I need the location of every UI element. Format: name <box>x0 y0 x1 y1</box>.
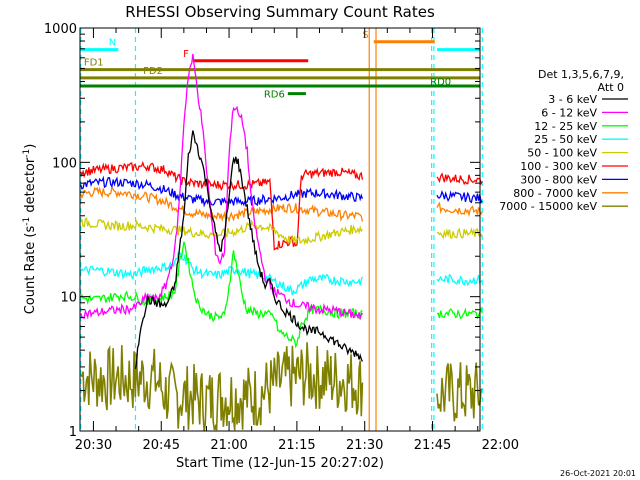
y-tick-label: 100 <box>52 156 77 171</box>
generation-timestamp: 26-Oct-2021 20:01 <box>560 469 636 478</box>
y-tick-label: 10 <box>60 291 77 306</box>
y-axis-label-part: Count Rate (s <box>23 226 38 315</box>
y-tick-label: 1000 <box>44 22 77 37</box>
x-tick-label: 21:30 <box>346 438 383 453</box>
legend-entry-label: 800 - 7000 keV <box>513 187 597 200</box>
legend-entry-label: 12 - 25 keV <box>534 120 597 133</box>
series-line <box>80 217 483 246</box>
y-axis-label-part: -1 <box>22 149 32 158</box>
series-line <box>80 53 363 321</box>
legend-entry-label: 300 - 800 keV <box>520 173 597 186</box>
y-axis-label-part: -1 <box>22 217 32 226</box>
flag-label: RD0 <box>430 77 451 88</box>
y-tick-label: 1 <box>69 425 77 440</box>
flag-label: FD2 <box>143 66 163 77</box>
legend-entry-label: 6 - 12 keV <box>541 106 597 119</box>
legend-entry-label: 100 - 300 keV <box>520 160 597 173</box>
series-line <box>80 160 483 251</box>
series-line <box>80 175 483 208</box>
flag-label: S <box>362 30 368 41</box>
plot-frame <box>79 27 481 432</box>
series-line <box>80 241 483 349</box>
x-axis-label: Start Time (12-Jun-15 20:27:02) <box>176 456 384 471</box>
x-axis: 20:30 20:45 21:00 21:15 21:30 21:45 22:00 <box>75 28 519 453</box>
flag-label: N <box>109 38 116 49</box>
y-axis-label: Count Rate (s-1 detector-1) <box>22 144 38 315</box>
flag-label: RD6 <box>264 90 285 101</box>
x-tick-label: 21:45 <box>414 438 451 453</box>
series-line <box>80 251 483 296</box>
x-tick-label: 22:00 <box>482 438 519 453</box>
plot-area: N S F FD1 FD2 RD0 RD6 <box>79 28 483 432</box>
legend-entry-label: 50 - 100 keV <box>527 147 597 160</box>
legend-entry-label: 7000 - 15000 keV <box>499 200 597 213</box>
y-axis-label-part: detector <box>23 157 38 217</box>
legend-entry-label: 25 - 50 keV <box>534 133 597 146</box>
legend-header: Det 1,3,5,6,7,9, <box>538 68 624 81</box>
series-line <box>134 130 363 370</box>
x-tick-label: 20:30 <box>75 438 112 453</box>
series-line <box>80 186 483 223</box>
legend-header: Att 0 <box>598 81 624 94</box>
chart-title: RHESSI Observing Summary Count Rates <box>125 3 435 21</box>
series-line <box>80 342 483 432</box>
x-tick-label: 20:45 <box>143 438 180 453</box>
flag-label: FD1 <box>84 58 104 69</box>
y-axis: 1 10 100 1000 <box>44 22 480 440</box>
y-axis-label-part: ) <box>23 144 38 149</box>
flag-label: F <box>183 49 189 60</box>
x-tick-label: 21:00 <box>210 438 247 453</box>
legend-entry-label: 3 - 6 keV <box>548 93 597 106</box>
x-tick-label: 21:15 <box>278 438 315 453</box>
